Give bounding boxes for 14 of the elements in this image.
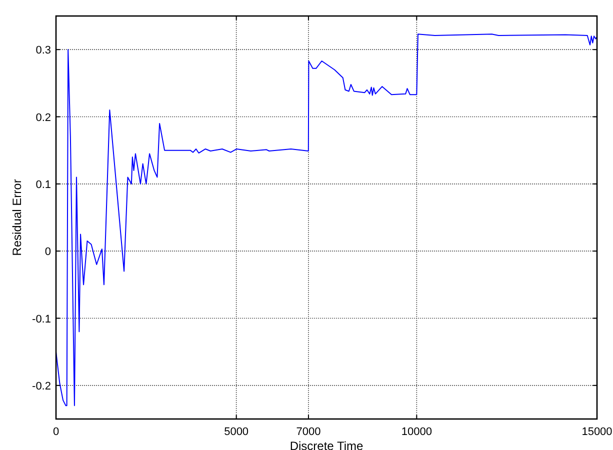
x-axis-title: Discrete Time — [290, 439, 364, 450]
y-tick-label: 0.1 — [36, 178, 51, 191]
x-tick-label: 0 — [52, 426, 60, 438]
y-tick-label: -0.1 — [32, 313, 51, 326]
x-tick-label: 10000 — [401, 426, 432, 438]
y-tick-label: 0.2 — [36, 112, 51, 124]
line-series — [56, 34, 597, 406]
y-axis-title: Residual Error — [10, 179, 24, 256]
y-tick-label: -0.2 — [32, 380, 51, 392]
x-tick-label: 5000 — [224, 426, 249, 438]
x-tick-label: 15000 — [582, 426, 612, 438]
y-tick-label: 0.3 — [36, 44, 51, 57]
y-tick-label: 0 — [44, 246, 51, 258]
x-tick-label: 7000 — [296, 426, 321, 438]
